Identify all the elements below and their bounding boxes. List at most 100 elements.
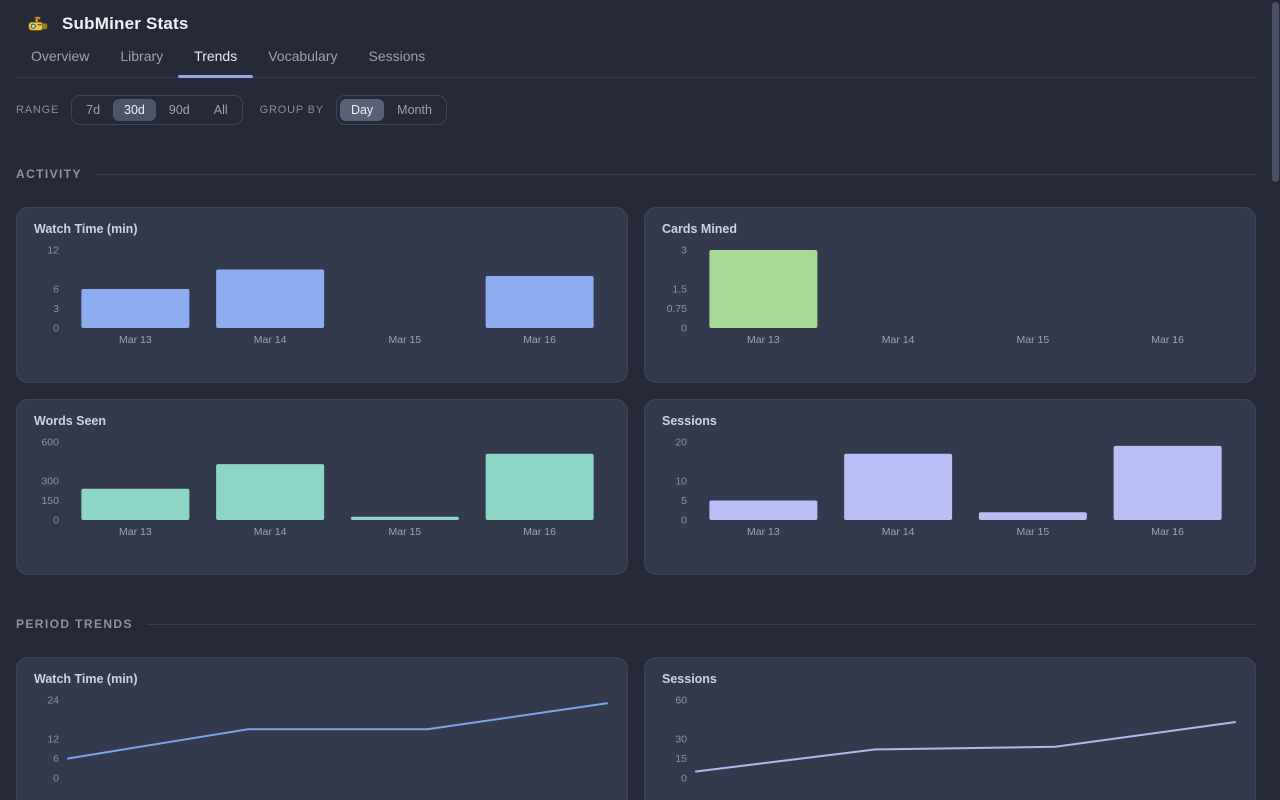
filter-controls: RANGE 7d 30d 90d All GROUP BY Day Month bbox=[16, 95, 1256, 125]
section-header-period-trends: PERIOD TRENDS bbox=[16, 617, 1256, 631]
x-axis-label: Mar 16 bbox=[1151, 334, 1184, 346]
x-axis-label: Mar 15 bbox=[389, 334, 422, 346]
bar-chart: 12 6 3 0 Mar 13 Mar 14 Mar 15 Mar 16 bbox=[47, 245, 594, 346]
chart-card: Watch Time (min) 12 6 3 0 Mar 13 Mar 14 Mar 15 M… bbox=[16, 207, 628, 383]
y-axis-tick: 10 bbox=[675, 476, 687, 488]
y-axis-tick: 0 bbox=[53, 515, 59, 527]
x-axis-label: Mar 13 bbox=[747, 526, 780, 538]
bar bbox=[81, 488, 190, 520]
y-axis-tick: 600 bbox=[41, 437, 59, 449]
chart-card: Watch Time (min) 24 12 6 0 bbox=[16, 657, 628, 800]
x-axis-label: Mar 14 bbox=[254, 334, 287, 346]
range-option-all[interactable]: All bbox=[213, 103, 228, 117]
chart-title: Words Seen bbox=[34, 414, 107, 428]
tab-sessions[interactable]: Sessions bbox=[368, 48, 426, 64]
y-axis-tick: 12 bbox=[47, 734, 59, 746]
y-axis-tick: 0 bbox=[681, 515, 687, 527]
line-chart: 24 12 6 0 bbox=[47, 695, 608, 785]
submarine-icon bbox=[28, 16, 48, 31]
range-option-30d[interactable]: 30d bbox=[113, 99, 156, 121]
section-header-activity: ACTIVITY bbox=[16, 167, 1256, 181]
y-axis-tick: 24 bbox=[47, 695, 59, 707]
y-axis-tick: 6 bbox=[53, 284, 59, 296]
x-axis-label: Mar 13 bbox=[119, 526, 152, 538]
x-axis-label: Mar 16 bbox=[1151, 526, 1184, 538]
chart-card: Cards Mined 3 1.5 0.75 0 Mar 13 Mar 14 Mar 15 Ma… bbox=[644, 207, 1256, 383]
y-axis-tick: 30 bbox=[675, 734, 687, 746]
y-axis-tick: 12 bbox=[47, 245, 59, 257]
section-title: ACTIVITY bbox=[16, 167, 82, 181]
y-axis-tick: 300 bbox=[41, 476, 59, 488]
chart-title: Sessions bbox=[662, 672, 717, 686]
bar bbox=[709, 250, 818, 328]
y-axis-tick: 150 bbox=[41, 495, 59, 507]
chart-title: Watch Time (min) bbox=[34, 672, 138, 686]
y-axis-tick: 60 bbox=[675, 695, 687, 707]
page-title: SubMiner Stats bbox=[62, 14, 189, 33]
group-by-label: GROUP BY bbox=[259, 104, 324, 116]
bar bbox=[709, 500, 818, 520]
range-label: RANGE bbox=[16, 104, 60, 116]
y-axis-tick: 20 bbox=[675, 437, 687, 449]
tab-overview[interactable]: Overview bbox=[31, 48, 90, 64]
tab-vocabulary[interactable]: Vocabulary bbox=[268, 48, 338, 64]
x-axis-label: Mar 13 bbox=[119, 334, 152, 346]
app-header: SubMiner Stats bbox=[0, 0, 1280, 34]
bar bbox=[81, 289, 190, 328]
bar bbox=[978, 512, 1087, 520]
y-axis-tick: 3 bbox=[53, 303, 59, 315]
bar bbox=[216, 269, 325, 328]
bar bbox=[485, 276, 594, 328]
y-axis-tick: 0 bbox=[681, 323, 687, 335]
range-segmented-control: 7d 30d 90d All bbox=[71, 95, 243, 125]
line-chart: 60 30 15 0 bbox=[675, 695, 1236, 785]
y-axis-tick: 3 bbox=[681, 245, 687, 257]
section-title: PERIOD TRENDS bbox=[16, 617, 133, 631]
x-axis-label: Mar 15 bbox=[1017, 334, 1050, 346]
y-axis-tick: 0 bbox=[53, 323, 59, 335]
tab-library[interactable]: Library bbox=[120, 48, 164, 64]
x-axis-label: Mar 13 bbox=[747, 334, 780, 346]
y-axis-tick: 0 bbox=[681, 773, 687, 785]
y-axis-tick: 6 bbox=[53, 753, 59, 765]
trend-line bbox=[695, 721, 1236, 773]
x-axis-label: Mar 14 bbox=[254, 526, 287, 538]
y-axis-tick: 5 bbox=[681, 495, 687, 507]
x-axis-label: Mar 14 bbox=[882, 526, 915, 538]
x-axis-label: Mar 15 bbox=[1017, 526, 1050, 538]
tab-trends[interactable]: Trends bbox=[178, 34, 254, 78]
bar-chart: 600 300 150 0 Mar 13 Mar 14 Mar 15 Mar 16 bbox=[41, 437, 594, 538]
tab-bar: Overview Library Trends Vocabulary Sessi… bbox=[16, 34, 1256, 78]
chart-title: Cards Mined bbox=[662, 222, 738, 236]
y-axis-tick: 0 bbox=[53, 773, 59, 785]
bar bbox=[350, 516, 459, 520]
trends-chart-grid: Watch Time (min) 24 12 6 0 Sessions 60 30 15 0 bbox=[16, 657, 1256, 800]
range-option-7d[interactable]: 7d bbox=[86, 103, 101, 117]
section-divider bbox=[146, 623, 1256, 625]
y-axis-tick: 0.75 bbox=[667, 303, 688, 315]
group-by-segmented-control: Day Month bbox=[335, 95, 447, 125]
bar-chart: 3 1.5 0.75 0 Mar 13 Mar 14 Mar 15 Mar 16 bbox=[667, 245, 1185, 347]
bar bbox=[844, 453, 953, 520]
x-axis-label: Mar 16 bbox=[523, 526, 556, 538]
x-axis-label: Mar 14 bbox=[882, 334, 915, 346]
group-option-day[interactable]: Day bbox=[339, 99, 385, 121]
range-option-90d[interactable]: 90d bbox=[168, 103, 190, 117]
chart-card: Sessions 20 10 5 0 Mar 13 Mar 14 Mar 15 Mar 16 bbox=[644, 399, 1256, 575]
x-axis-label: Mar 15 bbox=[389, 526, 422, 538]
bar bbox=[1113, 445, 1222, 520]
y-axis-tick: 15 bbox=[675, 753, 687, 765]
chart-title: Sessions bbox=[662, 414, 717, 428]
group-option-month[interactable]: Month bbox=[397, 103, 432, 117]
y-axis-tick: 1.5 bbox=[672, 284, 687, 296]
vertical-scrollbar-thumb[interactable] bbox=[1272, 2, 1279, 182]
bar bbox=[216, 464, 325, 520]
chart-card: Sessions 60 30 15 0 bbox=[644, 657, 1256, 800]
chart-card: Words Seen 600 300 150 0 Mar 13 Mar 14 Mar 15 Ma… bbox=[16, 399, 628, 575]
x-axis-label: Mar 16 bbox=[523, 334, 556, 346]
bar-chart: 20 10 5 0 Mar 13 Mar 14 Mar 15 Mar 16 bbox=[675, 437, 1222, 538]
bar bbox=[485, 453, 594, 520]
chart-title: Watch Time (min) bbox=[34, 222, 138, 236]
activity-chart-grid: Watch Time (min) 12 6 3 0 Mar 13 Mar 14 Mar 15 M… bbox=[16, 207, 1256, 575]
section-divider bbox=[95, 173, 1256, 175]
